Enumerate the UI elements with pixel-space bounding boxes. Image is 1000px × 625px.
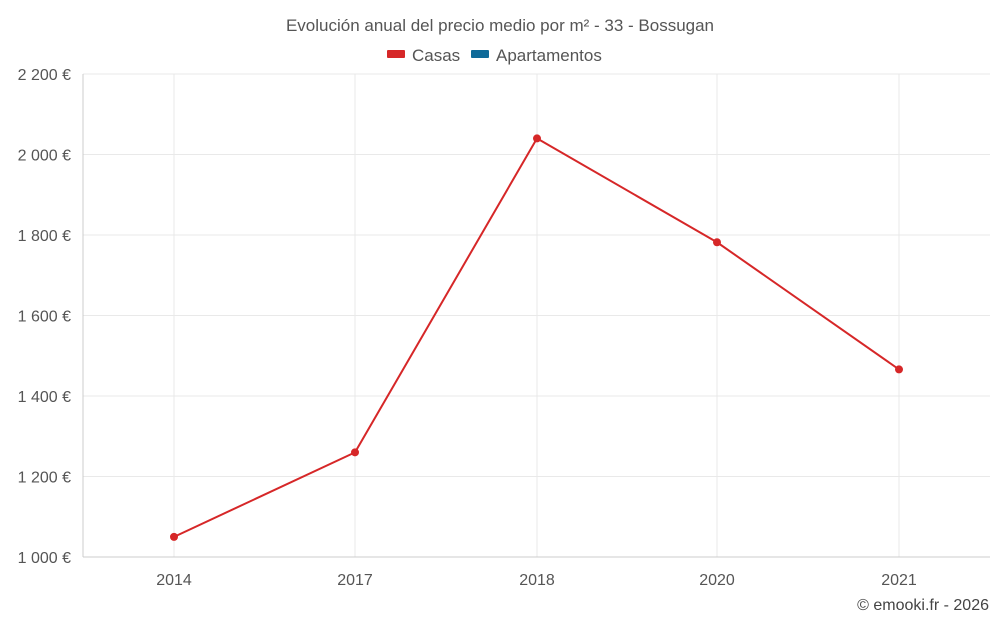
grid-layer (83, 73, 990, 558)
x-tick-label: 2021 (881, 572, 917, 589)
data-point-casas[interactable] (895, 365, 903, 374)
legend: Casas Apartamentos (387, 46, 602, 65)
y-tick-label: 2 200 € (18, 67, 71, 84)
legend-item-casas[interactable]: Casas (387, 46, 460, 65)
credit-text: © emooki.fr - 2026 (857, 597, 989, 614)
legend-item-apartamentos[interactable]: Apartamentos (471, 46, 602, 65)
data-point-casas[interactable] (713, 238, 721, 247)
data-point-casas[interactable] (533, 134, 541, 143)
x-tick-label: 2018 (519, 572, 555, 589)
data-point-casas[interactable] (170, 532, 178, 541)
chart-title: Evolución anual del precio medio por m² … (286, 16, 714, 35)
legend-swatch-apartamentos (471, 50, 489, 58)
y-tick-label: 1 400 € (18, 389, 71, 406)
legend-swatch-casas (387, 50, 405, 58)
data-point-casas[interactable] (351, 448, 359, 457)
y-tick-label: 1 000 € (18, 550, 71, 567)
y-tick-label: 1 600 € (18, 309, 71, 326)
legend-label-casas: Casas (412, 46, 460, 65)
y-tick-label: 1 800 € (18, 228, 71, 245)
x-tick-label: 2020 (699, 572, 735, 589)
y-tick-label: 2 000 € (18, 148, 71, 165)
x-tick-label: 2014 (156, 572, 192, 589)
axis-layer: 1 000 € 1 200 € 1 400 € 1 600 € 1 800 € 2 000… (18, 67, 990, 589)
x-tick-label: 2017 (337, 572, 373, 589)
legend-label-apartamentos: Apartamentos (496, 46, 602, 65)
series-layer (170, 134, 903, 541)
y-tick-label: 1 200 € (18, 470, 71, 487)
